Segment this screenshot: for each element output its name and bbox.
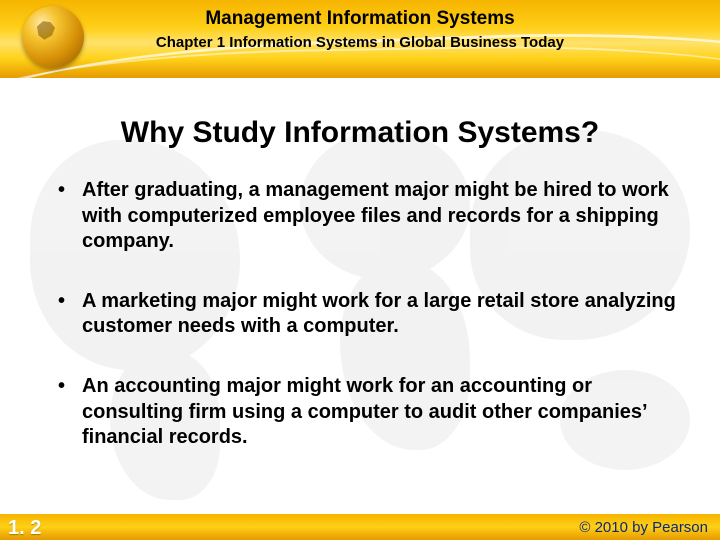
bullet-item: A marketing major might work for a large… [58, 289, 680, 340]
page-number: 1. 2 [8, 517, 41, 540]
slide: Management Information Systems Chapter 1… [0, 0, 720, 540]
copyright: © 2010 by Pearson [579, 519, 708, 536]
header-titles: Management Information Systems Chapter 1… [0, 8, 720, 51]
bullet-list: After graduating, a management major mig… [58, 178, 680, 485]
header-banner: Management Information Systems Chapter 1… [0, 0, 720, 78]
course-title: Management Information Systems [0, 8, 720, 30]
bullet-item: After graduating, a management major mig… [58, 178, 680, 255]
chapter-subtitle: Chapter 1 Information Systems in Global … [0, 34, 720, 51]
bullet-item: An accounting major might work for an ac… [58, 374, 680, 451]
slide-heading: Why Study Information Systems? [0, 116, 720, 150]
